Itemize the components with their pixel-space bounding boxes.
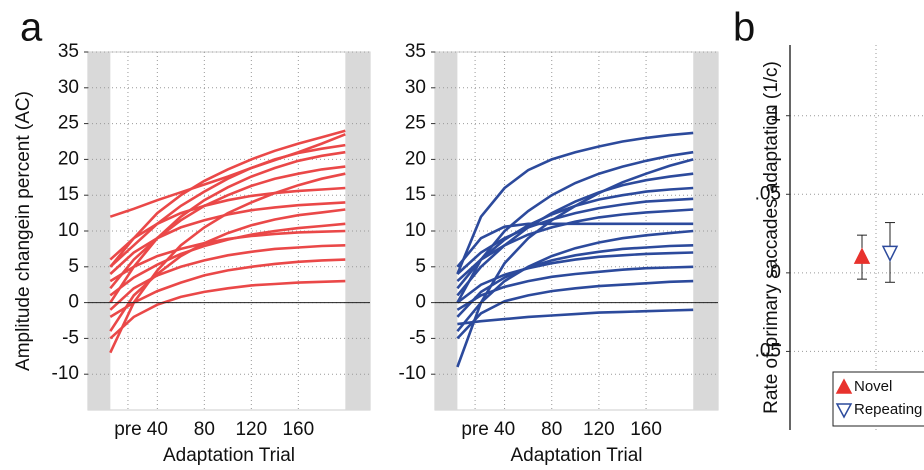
- x-tick-label: 80: [541, 419, 562, 440]
- y-tick-label: .1: [765, 105, 781, 126]
- y-tick-label: 15: [58, 184, 79, 205]
- data-line: [109, 201, 346, 275]
- data-line: [457, 308, 694, 326]
- x-axis-label: Adaptation Trial: [163, 445, 295, 466]
- data-line: [109, 186, 346, 261]
- plot-background: [434, 51, 719, 411]
- y-axis-label: Rate of primary saccades adaptation (1/c…: [761, 61, 782, 414]
- data-line: [456, 186, 694, 290]
- x-tick-label: 160: [630, 419, 662, 440]
- data-line: [109, 143, 346, 268]
- y-tick-label: 10: [405, 220, 426, 241]
- marker: [853, 247, 871, 264]
- y-tick-label: 15: [405, 184, 426, 205]
- x-tick-label: pre: [461, 419, 488, 440]
- y-tick-label: 0: [770, 262, 781, 283]
- marker: [881, 245, 899, 263]
- x-axis-label: Adaptation Trial: [510, 445, 642, 466]
- shaded-band: [693, 52, 718, 410]
- y-tick-label: 30: [405, 77, 426, 98]
- data-line: [456, 150, 694, 304]
- x-tick-label: 160: [282, 419, 314, 440]
- data-line: [456, 229, 694, 333]
- data-line: [456, 244, 694, 318]
- data-line: [109, 244, 346, 311]
- shaded-band: [345, 52, 370, 410]
- data-line: [456, 197, 694, 275]
- x-tick-label: 80: [194, 419, 215, 440]
- y-tick-label: 0: [415, 292, 426, 313]
- data-line: [109, 258, 346, 319]
- legend-box: [832, 371, 924, 427]
- panel-label: a: [20, 6, 43, 50]
- y-axis-label: Amplitude changein percent (AC): [13, 91, 34, 371]
- y-tick-label: -5: [62, 327, 79, 348]
- data-line: [109, 150, 346, 304]
- x-tick-label: 120: [235, 419, 267, 440]
- legend-marker: [835, 403, 853, 419]
- y-tick-label: 5: [68, 256, 79, 277]
- legend-label: Novel: [854, 378, 892, 395]
- panel-label: b: [733, 6, 755, 50]
- x-tick-label: pre: [114, 419, 141, 440]
- shaded-band: [88, 52, 111, 410]
- y-tick-label: 0: [68, 292, 79, 313]
- data-line: [109, 222, 346, 297]
- data-line: [456, 279, 694, 340]
- y-tick-label: 35: [58, 41, 79, 62]
- data-line: [109, 279, 346, 340]
- y-tick-label: 20: [405, 148, 426, 169]
- y-tick-label: -5: [409, 327, 426, 348]
- data-line: [109, 129, 346, 268]
- y-tick-label: 10: [58, 220, 79, 241]
- y-tick-label: -10: [399, 363, 426, 384]
- data-line: [109, 133, 346, 218]
- y-tick-label: 25: [405, 113, 426, 134]
- shaded-band: [435, 52, 458, 410]
- data-line: [456, 208, 694, 283]
- legend-label: Repeating: [854, 401, 922, 418]
- data-line: [456, 172, 694, 297]
- y-tick-label: 30: [58, 77, 79, 98]
- data-line: [456, 131, 694, 275]
- data-line: [456, 222, 694, 268]
- y-tick-label: .05: [755, 340, 781, 361]
- x-tick-label: 40: [494, 419, 515, 440]
- y-tick-label: 20: [58, 148, 79, 169]
- y-tick-label: 35: [405, 41, 426, 62]
- data-line: [456, 251, 694, 304]
- y-tick-label: .05: [755, 183, 781, 204]
- data-line: [109, 165, 346, 290]
- x-tick-label: 40: [147, 419, 168, 440]
- y-tick-label: 5: [415, 256, 426, 277]
- legend-marker: [835, 378, 853, 394]
- x-tick-label: 120: [583, 419, 615, 440]
- y-tick-label: 25: [58, 113, 79, 134]
- y-tick-label: -10: [52, 363, 79, 384]
